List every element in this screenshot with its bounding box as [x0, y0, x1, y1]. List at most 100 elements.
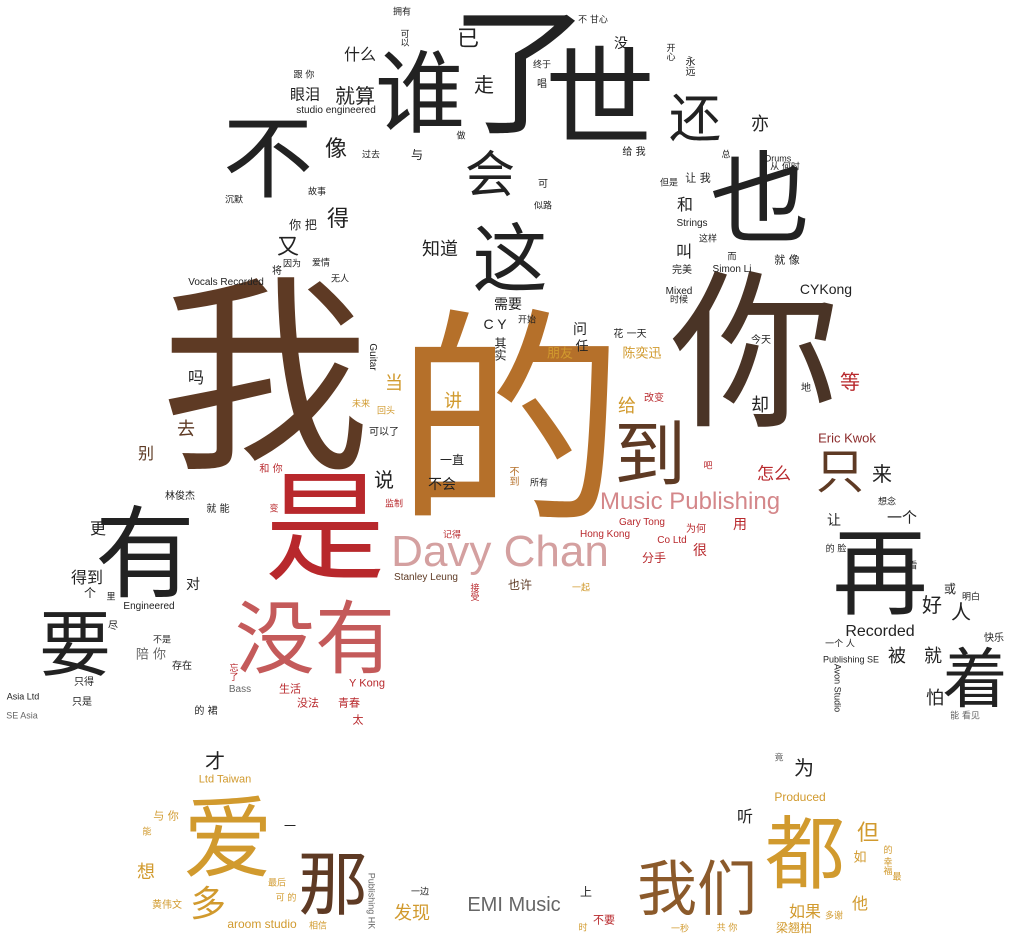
word-pengyou: 朋友: [546, 346, 574, 362]
word-qu: 去: [177, 419, 195, 440]
word-gongni: 共 你: [716, 923, 738, 934]
word-neng: 能: [142, 827, 152, 838]
word-budao: 不到: [507, 466, 518, 486]
word-engineered: Engineered: [123, 601, 175, 612]
word-yige: 一个: [886, 508, 918, 527]
word-music-publishing: Music Publishing: [599, 488, 781, 515]
word-davy-chan: Davy Chan: [391, 527, 609, 576]
word-xiang2: 想: [137, 862, 155, 883]
word-publishing-se: Publishing SE: [822, 654, 880, 665]
word-buhui: 不会: [428, 477, 456, 493]
word-wuren: 无人: [330, 274, 350, 285]
word-yi3: 一: [283, 819, 297, 833]
word-yimiao: 一秒: [670, 924, 690, 935]
word-suoyou: 所有: [529, 478, 549, 489]
word-avon-studio: Avon Studio: [832, 663, 843, 713]
word-silu: 似路: [533, 201, 553, 212]
word-he: 和: [676, 195, 694, 214]
word-linjunjie: 林俊杰: [165, 491, 195, 502]
word-huo: 或: [943, 582, 957, 596]
word-shuo: 说: [374, 468, 394, 492]
word-yibian: 一边: [410, 887, 430, 898]
word-mixed: Mixed: [665, 286, 693, 297]
word-weihe: 为何: [686, 524, 706, 535]
word-asia-ltd: Asia Ltd: [6, 691, 40, 702]
word-xuyao: 需要: [494, 297, 522, 313]
word-zhishi: 只是: [72, 697, 92, 708]
word-huitou: 回头: [376, 406, 396, 417]
word-yongyou: 拥有: [392, 7, 412, 18]
word-meiyou: 没有: [235, 593, 395, 686]
word-le: 了: [449, 0, 591, 156]
word-zhide: 只得: [74, 677, 94, 688]
word-jide: 记得: [442, 530, 462, 541]
word-vocals-recorded: Vocals Recorded: [188, 277, 264, 288]
word-dou: 都: [765, 808, 845, 901]
word-jiang2: 将: [272, 266, 282, 277]
word-de2: 得: [326, 207, 350, 232]
word-zuihou: 最后: [267, 878, 287, 889]
word-wen: 问: [573, 322, 587, 338]
word-bass: Bass: [228, 684, 252, 695]
word-yuni: 与 你: [153, 809, 179, 823]
word-kan: 看: [908, 561, 918, 572]
word-jianzhi: 监制: [384, 499, 404, 510]
word-jiang: 讲: [444, 391, 462, 412]
word-mei: 没: [614, 36, 628, 52]
word-zou: 走: [474, 73, 494, 97]
word-faxian: 发现: [394, 903, 430, 924]
word-qingchun: 青春: [338, 696, 360, 710]
word-publishing-hk: Publishing HK: [366, 872, 377, 930]
word-gushi: 故事: [307, 187, 327, 198]
word-dedao: 得到: [70, 568, 104, 587]
word-studio-engineered: studio engineered: [296, 105, 376, 116]
word-yanlei: 眼泪: [289, 85, 321, 104]
word-dao: 到: [613, 413, 687, 497]
word-conghesh: 从 何时: [770, 162, 800, 173]
word-zhi: 只: [815, 444, 865, 500]
word-na: 那: [298, 844, 368, 926]
word-fenshou: 分手: [641, 551, 667, 565]
word-zhe2: 着: [942, 642, 1008, 718]
word-chang: 唱: [537, 79, 547, 90]
word-yexu: 也许: [507, 578, 533, 592]
word-niba: 你 把: [289, 218, 317, 232]
word-you2: 又: [276, 235, 300, 260]
word-genni: 跟 你: [293, 70, 315, 81]
word-eric-kwok: Eric Kwok: [818, 430, 876, 446]
word-xiang: 像: [324, 137, 348, 162]
word-wangle: 忘了: [227, 663, 238, 681]
word-wanmei: 完美: [672, 265, 692, 276]
word-huayitian: 花 一天: [613, 329, 647, 340]
word-yong: 用: [733, 517, 747, 533]
word-yongyuan: 永远: [683, 56, 694, 76]
word-duoxie: 多谢: [824, 911, 844, 922]
word-wei: 为: [794, 756, 814, 780]
word-dui: 对: [186, 577, 200, 593]
word-hen: 很: [693, 543, 707, 559]
word-gary-tong: Gary Tong: [619, 517, 665, 528]
word-jiu: 就: [924, 646, 942, 667]
word-bian: 变: [269, 504, 279, 515]
word-ltd-taiwan: Ltd Taiwan: [198, 773, 252, 786]
word-zhe: 这: [472, 215, 548, 304]
word-bei: 被: [888, 646, 906, 667]
word-shei: 谁: [375, 42, 465, 147]
word-heni: 和 你: [259, 464, 283, 475]
word-bushi: 不是: [152, 635, 172, 646]
word-xiangxin: 相信: [308, 921, 328, 932]
word-nengkanjian: 能 看见: [950, 711, 980, 722]
word-bie: 别: [137, 444, 155, 463]
word-huangweiwen: 黄伟文: [152, 900, 182, 911]
word-jiao: 叫: [675, 242, 693, 261]
word-di: 地: [801, 383, 811, 394]
word-que: 却: [751, 395, 769, 416]
word-meifa: 没法: [297, 696, 319, 710]
word-yi: 已: [456, 27, 480, 52]
word-deng: 等: [840, 370, 860, 394]
word-shang: 上: [579, 885, 593, 899]
word-zong: 总: [721, 150, 731, 161]
word-ta: 他: [851, 894, 869, 913]
word-cy: C Y: [483, 316, 507, 332]
word-lai: 来: [872, 462, 892, 486]
